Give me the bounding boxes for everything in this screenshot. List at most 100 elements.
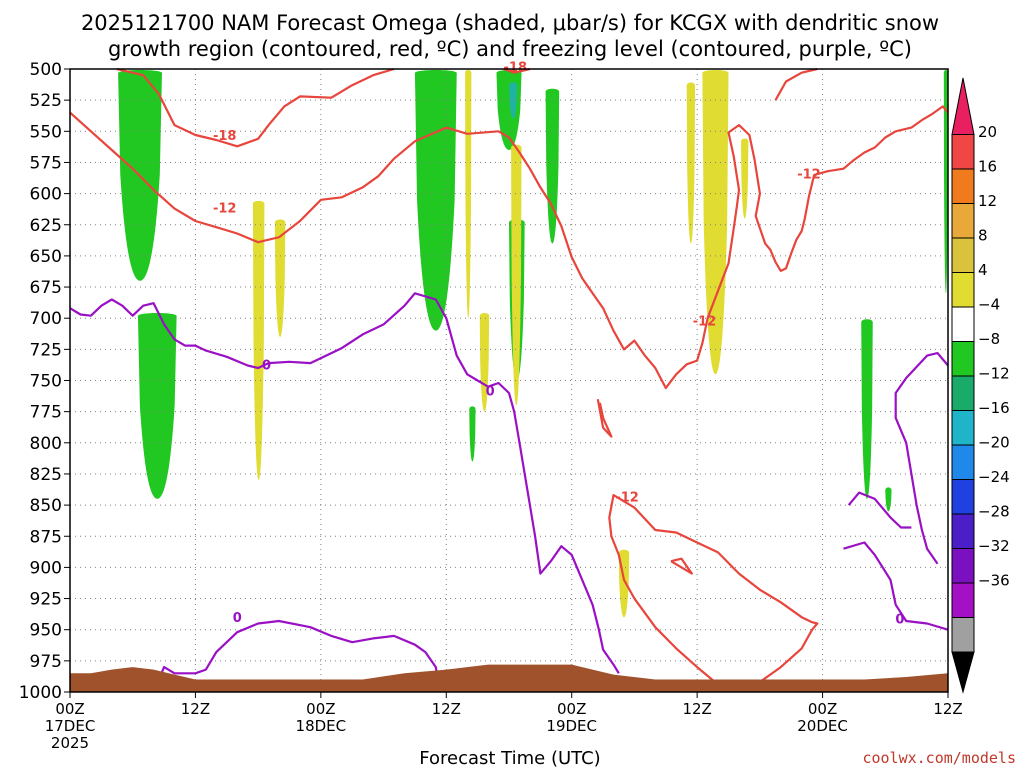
colorbar-swatch xyxy=(951,479,975,515)
x-tick-label: 00Z xyxy=(808,700,837,718)
colorbar-swatch xyxy=(951,237,975,273)
y-tick-label: 500 xyxy=(30,60,62,80)
colorbar-label: −4 xyxy=(978,296,1000,314)
x-tick-label: 00Z xyxy=(557,700,586,718)
colorbar-swatch xyxy=(951,410,975,446)
x-tick-label: 12Z xyxy=(432,700,461,718)
contour-label-red: -12 xyxy=(615,490,639,505)
y-tick-label: 775 xyxy=(30,403,62,423)
colorbar-swatch xyxy=(951,203,975,239)
omega-green-region xyxy=(861,319,873,499)
contour-dgz-minus12 xyxy=(670,557,693,575)
omega-green-region xyxy=(943,70,948,294)
contour-freezing-level xyxy=(69,292,620,674)
colorbar-swatch xyxy=(951,341,975,377)
omega-green-region xyxy=(885,487,892,512)
colorbar-swatch xyxy=(951,77,975,135)
x-tick-label: 00Z xyxy=(306,700,335,718)
terrain-ground xyxy=(70,664,948,692)
x-axis-label: Forecast Time (UTC) xyxy=(419,748,600,768)
colorbar-label: −32 xyxy=(978,537,1010,555)
colorbar-swatch xyxy=(951,651,975,694)
contour-dgz-minus18 xyxy=(774,67,818,101)
y-tick-label: 725 xyxy=(30,340,62,360)
contour-label-purple: 0 xyxy=(262,358,271,373)
y-tick-label: 600 xyxy=(30,185,62,205)
colorbar-swatch xyxy=(951,548,975,584)
colorbar-swatch xyxy=(951,375,975,411)
terrain-fill xyxy=(70,664,948,692)
colorbar-label: 4 xyxy=(978,261,988,279)
grid-lines xyxy=(70,69,948,692)
colorbar-label: −36 xyxy=(978,572,1010,590)
y-tick-label: 525 xyxy=(30,91,62,111)
omega-yellow-region xyxy=(274,219,286,337)
colorbar-label: 20 xyxy=(978,123,997,141)
omega-yellow-region xyxy=(511,144,522,406)
x-tick-label: 19DEC xyxy=(546,717,597,735)
colorbar-swatch xyxy=(951,272,975,308)
pressure-axis: 500 525 550 575 600 625 650 675 700 725 750 775 800 8… xyxy=(19,60,70,703)
contour-freezing-level xyxy=(894,352,949,565)
x-tick-label: 12Z xyxy=(181,700,210,718)
x-tick-label: 12Z xyxy=(933,700,962,718)
y-tick-label: 550 xyxy=(30,122,62,142)
colorbar-legend: 20 16 12 8 4 −4 −8 −12 −16 −20 −24 −28 −32 −36 xyxy=(951,77,1010,694)
x-tick-label: 12Z xyxy=(682,700,711,718)
y-tick-label: 975 xyxy=(30,652,62,672)
contour-dgz-minus12 xyxy=(608,494,819,691)
contour-dgz-minus18 xyxy=(116,67,395,148)
x-tick-label: 20DEC xyxy=(797,717,848,735)
contour-label-purple: 0 xyxy=(233,611,242,626)
colorbar-label: −20 xyxy=(978,434,1010,452)
contour-lines: -18 -18 -12 -12 -12 -12 0 0 0 0 xyxy=(69,61,949,691)
y-tick-label: 625 xyxy=(30,216,62,236)
y-tick-label: 875 xyxy=(30,527,62,547)
omega-teal-core xyxy=(509,82,518,119)
contour-label-red: -18 xyxy=(504,61,528,76)
x-tick-label: 2025 xyxy=(51,734,89,752)
colorbar-swatch xyxy=(951,444,975,480)
y-tick-label: 1000 xyxy=(19,683,62,703)
contour-freezing-level xyxy=(843,541,949,631)
contour-label-purple: 0 xyxy=(486,384,495,399)
y-tick-label: 650 xyxy=(30,247,62,267)
colorbar-label: −24 xyxy=(978,468,1010,486)
y-tick-label: 825 xyxy=(30,465,62,485)
omega-green-region xyxy=(137,312,177,499)
colorbar-swatch xyxy=(951,134,975,170)
y-tick-label: 925 xyxy=(30,590,62,610)
omega-yellow-region xyxy=(702,70,729,375)
omega-shading xyxy=(118,70,948,618)
x-tick-label: 18DEC xyxy=(296,717,347,735)
omega-green-region xyxy=(545,88,560,244)
plot-frame xyxy=(69,68,949,693)
contour-dgz-minus18 xyxy=(503,67,531,74)
colorbar-swatch xyxy=(951,582,975,618)
contour-label-purple: 0 xyxy=(895,612,904,627)
x-tick-label: 17DEC xyxy=(45,717,96,735)
contour-dgz-minus12 xyxy=(69,105,949,390)
chart-title-line1: 2025121700 NAM Forecast Omega (shaded, μ… xyxy=(81,11,939,35)
colorbar-label: −16 xyxy=(978,399,1010,417)
colorbar-label: −8 xyxy=(978,330,1000,348)
y-tick-label: 750 xyxy=(30,372,62,392)
omega-green-region xyxy=(414,70,457,331)
contour-label-red: -18 xyxy=(213,129,237,144)
y-tick-label: 950 xyxy=(30,621,62,641)
omega-yellow-region xyxy=(465,70,472,319)
y-tick-label: 700 xyxy=(30,309,62,329)
y-tick-label: 675 xyxy=(30,278,62,298)
contour-label-red: -12 xyxy=(213,201,237,216)
colorbar-label: 8 xyxy=(978,227,988,245)
colorbar-label: 12 xyxy=(978,192,997,210)
y-tick-label: 800 xyxy=(30,434,62,454)
x-tick-label: 00Z xyxy=(55,700,84,718)
colorbar-label: −28 xyxy=(978,503,1010,521)
colorbar-swatch xyxy=(951,617,975,653)
contour-label-red: -12 xyxy=(797,168,821,183)
colorbar-label: 16 xyxy=(978,158,997,176)
contour-dgz-minus12 xyxy=(596,398,613,438)
